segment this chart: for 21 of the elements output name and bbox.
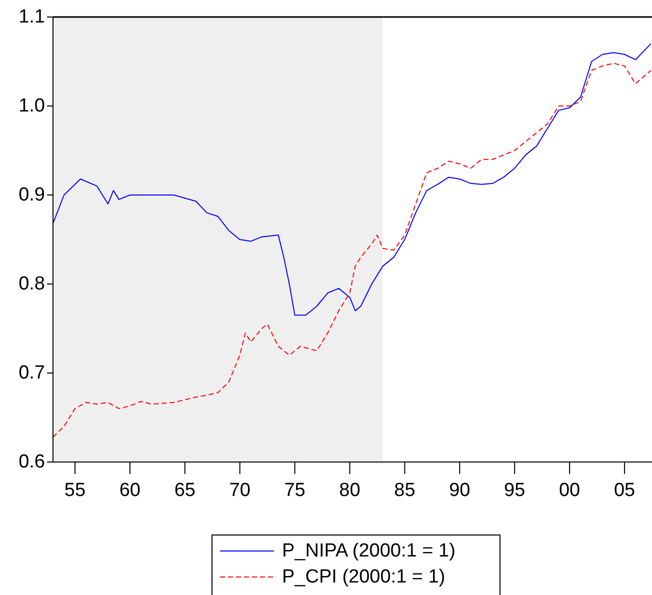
x-tick-label: 60 — [119, 480, 141, 501]
y-tick-label: 0.7 — [18, 362, 45, 384]
x-tick-label: 05 — [614, 480, 636, 501]
legend-label: P_CPI (2000:1 = 1) — [282, 566, 446, 588]
y-tick-label: 1.0 — [18, 96, 45, 116]
x-tick-label: 85 — [394, 480, 416, 501]
y-tick-label: 0.6 — [18, 452, 45, 472]
x-tick-label: 90 — [449, 480, 470, 501]
legend-label: P_NIPA (2000:1 = 1) — [282, 540, 456, 562]
x-tick-label: 95 — [504, 480, 526, 501]
x-tick-label: 70 — [229, 480, 250, 501]
x-tick-label: 80 — [339, 480, 360, 501]
y-tick-label: 0.9 — [18, 184, 45, 206]
x-tick-label: 65 — [174, 480, 196, 501]
line-series — [52, 43, 652, 316]
y-tick-label: 1.1 — [18, 6, 45, 28]
x-tick-label: 55 — [64, 480, 86, 501]
y-tick-label: 0.8 — [18, 274, 45, 294]
x-tick-label: 00 — [559, 480, 580, 501]
x-tick-label: 75 — [284, 480, 306, 501]
line-series — [52, 62, 652, 438]
